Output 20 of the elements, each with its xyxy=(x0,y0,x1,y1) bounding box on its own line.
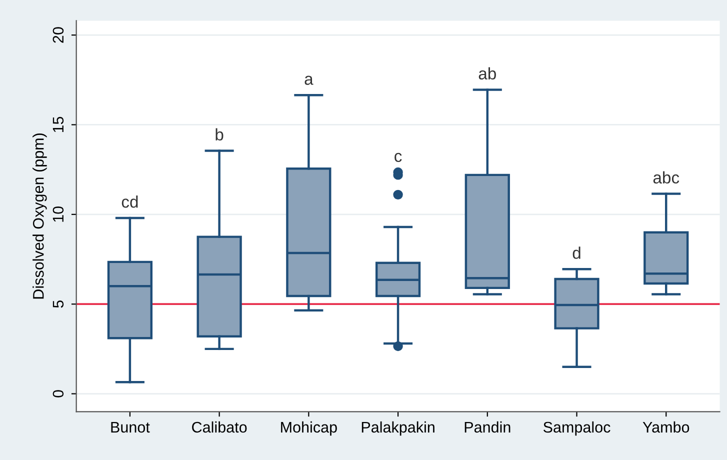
annotation: d xyxy=(572,246,580,259)
x-tick-label: Pandin xyxy=(464,421,510,433)
x-tick-label: Yambo xyxy=(642,421,690,433)
x-tick-label: Mohicap xyxy=(281,421,337,436)
y-axis-title: Dissolved Oxygen (ppm) xyxy=(32,134,47,299)
annotation: a xyxy=(304,76,314,85)
y-tick-label: 10 xyxy=(52,206,64,222)
annotation: cd xyxy=(122,196,138,208)
x-tick-label: Bunot xyxy=(111,422,150,433)
y-tick-label: 5 xyxy=(52,300,64,308)
annotation: abc xyxy=(653,171,680,184)
y-tick-label: 0 xyxy=(52,390,64,398)
annotation: c xyxy=(394,152,402,162)
annotation: b xyxy=(216,128,224,140)
x-tick-label: Palakpakin xyxy=(362,421,434,436)
x-tick-label: Sampaloc xyxy=(543,421,610,436)
y-tick-label: 20 xyxy=(52,27,64,43)
annotation: ab xyxy=(478,67,496,80)
y-tick-label: 15 xyxy=(52,116,64,132)
x-tick-label: Calibato xyxy=(192,421,247,433)
